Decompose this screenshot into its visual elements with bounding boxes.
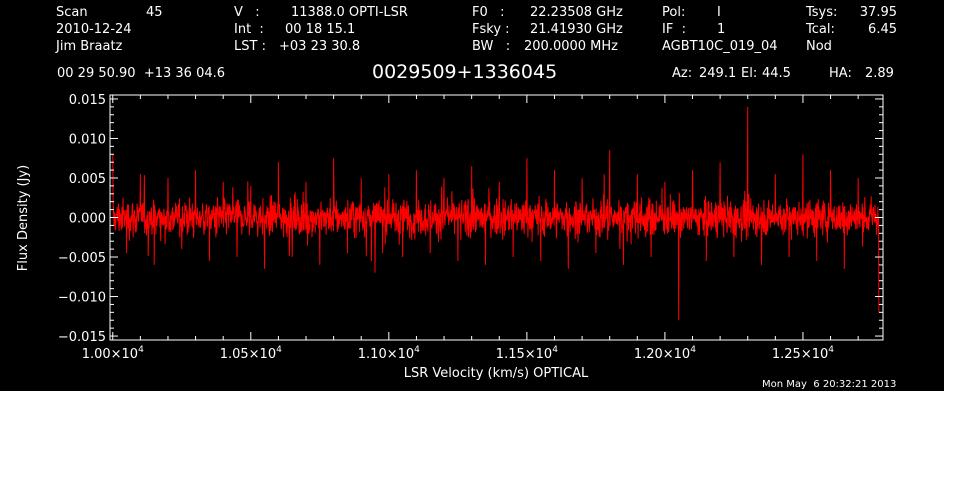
az-label: Az:	[672, 66, 693, 81]
y-axis-label: Flux Density (Jy)	[16, 165, 31, 271]
scan-label: Scan	[56, 5, 88, 20]
flux-trace-line	[112, 106, 880, 321]
project-id: AGBT10C_019_04	[662, 39, 778, 54]
x-axis-label: LSR Velocity (km/s) OPTICAL	[404, 366, 589, 381]
y-tick-label: 0.015	[69, 93, 106, 108]
f0-label: F0 :	[472, 5, 505, 20]
obs-date: 2010-12-24	[56, 22, 132, 37]
x-tick-label: 1.10×104	[358, 345, 420, 362]
x-tick-label: 1.15×104	[496, 345, 558, 362]
spectrum-chart: −0.015 −0.010 −0.005 0.000 0.005 0.010 0.015 1.…	[16, 93, 884, 381]
flux-series	[112, 106, 880, 321]
plot-timestamp: Mon May 6 20:32:21 2013	[762, 379, 897, 390]
velocity-label: V :	[234, 5, 260, 20]
el-label: El:	[741, 66, 758, 81]
scan-value: 45	[146, 5, 163, 20]
pol-label: Pol:	[662, 5, 686, 20]
el-value: 44.5	[762, 66, 791, 81]
observer: Jim Braatz	[56, 39, 123, 54]
lst-label: LST :	[234, 39, 266, 54]
f0-value: 22.23508 GHz	[530, 5, 623, 20]
y-tick-label: 0.010	[69, 132, 106, 147]
velocity-value: 11388.0 OPTI-LSR	[291, 5, 408, 20]
source-coordinates: 00 29 50.90 +13 36 04.6	[57, 66, 226, 81]
fsky-value: 21.41930 GHz	[530, 22, 623, 37]
ha-label: HA:	[829, 66, 852, 81]
tsys-label: Tsys:	[806, 5, 838, 20]
pol-value: I	[717, 5, 721, 20]
x-tick-label: 1.05×104	[220, 345, 282, 362]
y-tick-label: −0.005	[58, 251, 106, 266]
tsys-value: 37.95	[859, 5, 897, 20]
fsky-label: Fsky :	[472, 22, 510, 37]
lst-value: +03 23 30.8	[279, 39, 361, 54]
if-label: IF :	[662, 22, 686, 37]
x-tick-label: 1.00×104	[82, 345, 144, 362]
x-tick-label: 1.25×104	[772, 345, 834, 362]
source-title: 0029509+1336045	[372, 61, 558, 83]
tcal-label: Tcal:	[806, 22, 835, 37]
int-label: Int :	[234, 22, 264, 37]
tcal-value: 6.45	[868, 22, 897, 37]
int-value: 00 18 15.1	[285, 22, 356, 37]
y-tick-label: 0.005	[69, 172, 106, 187]
y-tick-label: 0.000	[69, 212, 106, 227]
bw-label: BW :	[472, 39, 511, 54]
procedure-name: Nod	[806, 39, 832, 54]
y-tick-label: −0.010	[58, 291, 106, 306]
if-value: 1	[717, 22, 726, 37]
axis-ticks: −0.015 −0.010 −0.005 0.000 0.005 0.010 0.015 1.…	[58, 93, 883, 362]
plot-panel: Scan 45 2010-12-24 Jim Braatz V : 11388.…	[0, 0, 944, 391]
x-tick-label: 1.20×104	[634, 345, 696, 362]
y-tick-label: −0.015	[58, 330, 106, 345]
az-value: 249.1	[699, 66, 737, 81]
bw-value: 200.0000 MHz	[524, 39, 618, 54]
ha-value: 2.89	[865, 66, 894, 81]
